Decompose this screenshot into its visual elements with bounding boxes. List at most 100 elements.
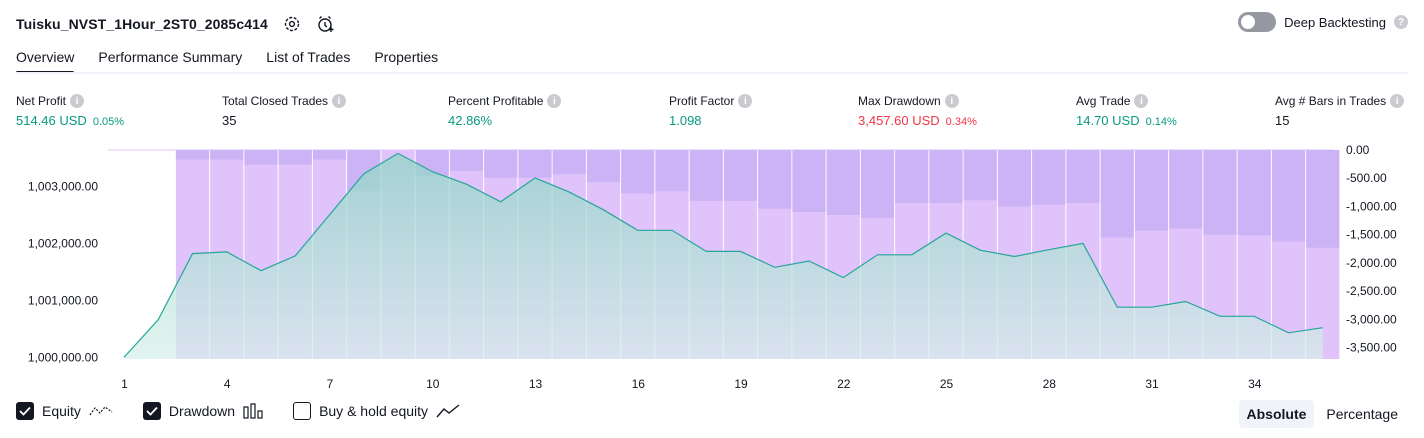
left-axis-tick: 1,001,000.00 [28, 293, 98, 307]
help-icon[interactable]: ? [1394, 15, 1408, 29]
drawdown-bar [484, 150, 518, 178]
drawdown-bar [621, 150, 655, 194]
metric-value-text: 1.098 [669, 113, 702, 128]
settings-icon[interactable] [282, 14, 302, 34]
left-axis-tick: 1,003,000.00 [28, 179, 98, 193]
tab-list-of-trades[interactable]: List of Trades [266, 49, 351, 65]
x-axis-tick: 1 [121, 377, 128, 391]
x-axis-tick: 13 [529, 377, 543, 391]
drawdown-bar [175, 150, 210, 160]
metric-value-text: 3,457.60 USD [858, 113, 940, 128]
metric-label-text: Avg # Bars in Trades [1275, 94, 1387, 108]
metric-label: Net Profit i [16, 93, 124, 109]
drawdown-bar [895, 150, 929, 204]
equity-drawdown-chart: 1,003,000.00 1,002,000.00 1,001,000.00 1,00… [28, 143, 1397, 391]
drawdown-bar [1203, 150, 1237, 235]
metric-avg-bars-in-trades: Avg # Bars in Trades i 15 [1275, 93, 1405, 128]
tab-performance-summary[interactable]: Performance Summary [98, 49, 243, 65]
drawdown-bar [449, 150, 484, 171]
x-axis-tick: 19 [734, 377, 748, 391]
metric-percent: 0.34% [945, 116, 977, 128]
metric-label-text: Net Profit [16, 94, 67, 108]
header: Tuisku_NVST_1Hour_2ST0_2085c414 [16, 10, 336, 38]
x-axis-tick: 28 [1043, 377, 1057, 391]
metric-value-text: 514.46 USD [16, 113, 87, 128]
checkbox-buy-hold-equity[interactable] [293, 402, 312, 420]
info-icon[interactable]: i [944, 94, 959, 108]
info-icon[interactable]: i [70, 94, 85, 108]
drawdown-bars-icon [243, 403, 263, 419]
deep-backtesting-toggle[interactable] [1238, 12, 1277, 32]
right-axis-tick: -1,000.00 [1346, 199, 1397, 213]
x-axis-tick: 16 [632, 377, 646, 391]
metric-label-text: Max Drawdown [858, 94, 941, 108]
drawdown-bar [1237, 150, 1271, 236]
legend-item-drawdown: Drawdown [142, 402, 263, 420]
drawdown-bar [244, 150, 278, 165]
legend-label: Drawdown [168, 403, 236, 419]
x-axis-tick: 34 [1248, 377, 1262, 391]
drawdown-bar [758, 150, 792, 209]
metric-label-text: Avg Trade [1076, 94, 1131, 108]
toggle-knob [1241, 15, 1256, 29]
drawdown-bar [1066, 150, 1100, 204]
chart-legend: Equity Drawdown Buy & hold equity [16, 402, 490, 420]
right-axis-tick: -500.00 [1346, 171, 1387, 185]
x-axis-tick: 31 [1145, 377, 1159, 391]
legend-label: Equity [42, 403, 81, 419]
right-axis-tick: -2,000.00 [1346, 256, 1397, 270]
metric-value-text: 14.70 USD [1076, 113, 1140, 128]
right-axis-tick: 0.00 [1346, 143, 1370, 157]
drawdown-bars [108, 149, 1340, 248]
metric-value: 514.46 USD 0.05% [16, 113, 124, 128]
metric-value: 42.86% [448, 113, 561, 128]
drawdown-bar [723, 150, 758, 201]
drawdown-bar [860, 150, 895, 218]
drawdown-bar [1169, 150, 1203, 229]
legend-item-buy-hold-equity: Buy & hold equity [293, 402, 460, 420]
drawdown-bar [1134, 150, 1169, 231]
legend-label: Buy & hold equity [319, 403, 429, 419]
tab-properties[interactable]: Properties [374, 49, 439, 65]
tab-bar: Overview Performance Summary List of Trade… [16, 44, 438, 74]
left-axis-tick: 1,000,000.00 [28, 350, 98, 364]
metric-profit-factor: Profit Factor i 1.098 [669, 93, 753, 128]
left-axis-tick: 1,002,000.00 [28, 236, 98, 250]
info-icon[interactable]: i [332, 94, 347, 108]
tabs-divider [16, 72, 1408, 74]
metric-value: 3,457.60 USD 0.34% [858, 113, 977, 128]
drawdown-bar [929, 150, 963, 204]
right-axis-tick: -2,500.00 [1346, 284, 1397, 298]
info-icon[interactable]: i [1134, 94, 1149, 108]
deep-backtesting-label: Deep Backtesting [1284, 14, 1386, 30]
drawdown-bar [312, 150, 347, 160]
drawdown-bar [210, 150, 244, 160]
info-icon[interactable]: i [547, 94, 562, 108]
metric-label-text: Percent Profitable [448, 94, 544, 108]
metric-avg-trade: Avg Trade i 14.70 USD 0.14% [1076, 93, 1177, 128]
metric-value: 1.098 [669, 113, 752, 128]
value-mode-toggle: Absolute Percentage [1238, 400, 1407, 428]
drawdown-bar [278, 150, 312, 165]
drawdown-bar [1306, 150, 1340, 248]
drawdown-bar [963, 150, 997, 201]
metric-label: Avg Trade i [1076, 93, 1177, 109]
metric-label: Total Closed Trades i [222, 93, 347, 109]
percentage-button[interactable]: Percentage [1326, 406, 1398, 422]
metric-percent: 0.14% [1145, 116, 1177, 128]
equity-line-icon [89, 404, 113, 418]
metric-value: 35 [222, 113, 346, 128]
metric-percent: 0.05% [92, 116, 125, 128]
checkbox-drawdown[interactable] [142, 402, 161, 420]
info-icon[interactable]: i [738, 94, 753, 108]
drawdown-bar [586, 150, 621, 183]
check-icon [19, 406, 31, 416]
info-icon[interactable]: i [1390, 94, 1405, 108]
checkbox-equity[interactable] [16, 402, 34, 420]
absolute-button[interactable]: Absolute [1238, 400, 1315, 428]
metric-value: 14.70 USD 0.14% [1076, 113, 1177, 128]
add-alert-icon[interactable] [316, 14, 336, 34]
tab-overview[interactable]: Overview [16, 44, 75, 74]
metric-label: Profit Factor i [669, 93, 753, 109]
metric-label: Percent Profitable i [448, 93, 562, 109]
